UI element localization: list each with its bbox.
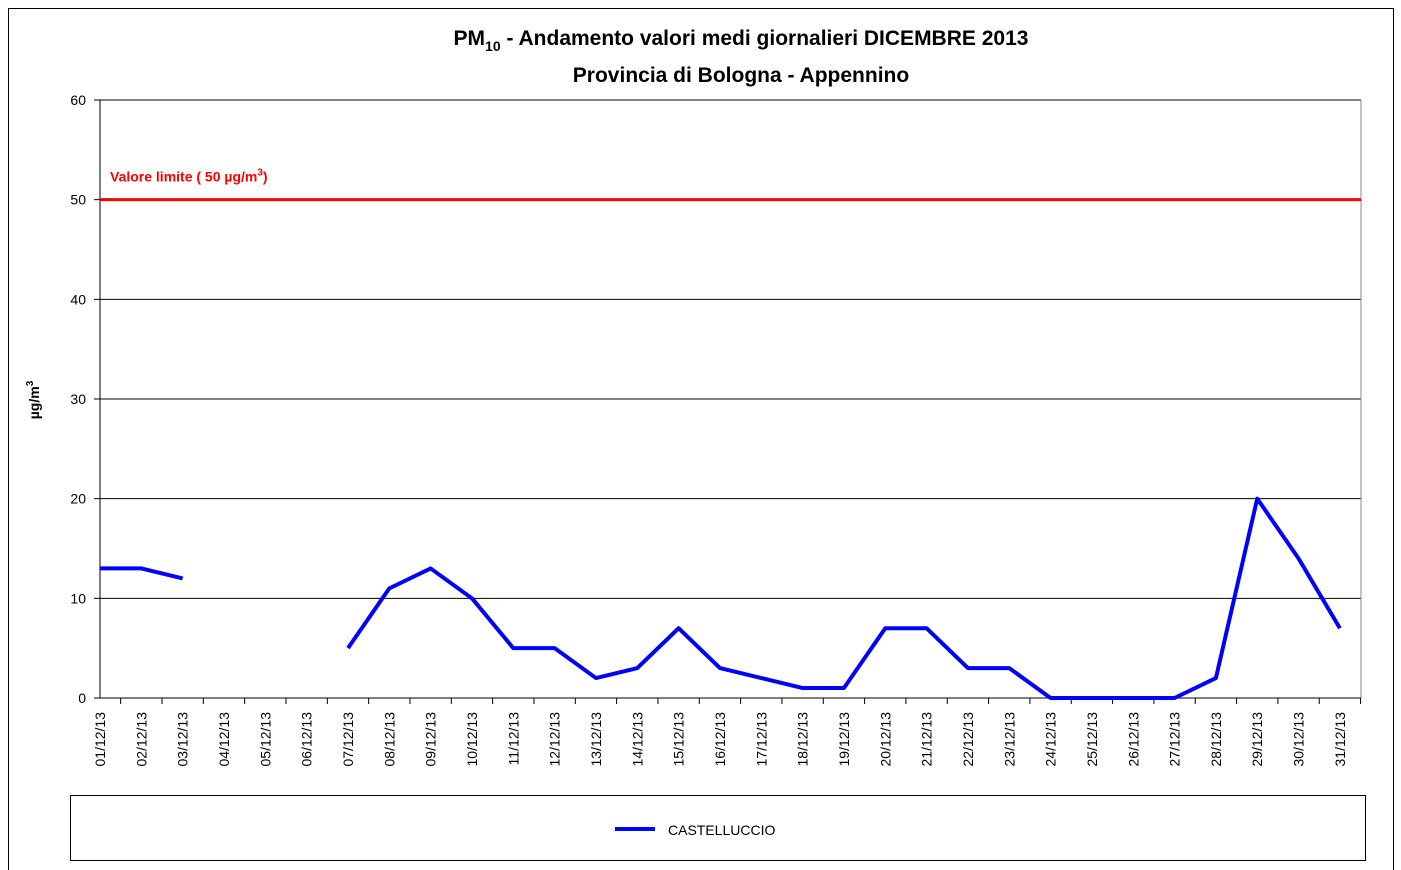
x-tick-label: 20/12/13	[877, 712, 893, 767]
x-tick-label: 07/12/13	[340, 712, 356, 767]
x-tick-label: 03/12/13	[175, 712, 191, 767]
x-tick-label: 01/12/13	[92, 712, 108, 767]
title-text: - Andamento valori medi giornalieri DICE…	[501, 27, 1029, 50]
x-tick-label: 05/12/13	[257, 712, 273, 767]
x-tick-label: 10/12/13	[464, 712, 480, 767]
data-line	[100, 496, 1342, 700]
x-tick-label: 16/12/13	[712, 712, 728, 767]
x-tick-label: 21/12/13	[919, 712, 935, 767]
chart-border	[8, 8, 1394, 870]
legend-box	[70, 795, 1366, 861]
y-tick-label: 10	[70, 590, 86, 606]
x-tick-label: 26/12/13	[1125, 712, 1141, 767]
limit-label-text: Valore limite ( 50 µg/m	[110, 169, 257, 185]
title-subscript: 10	[485, 38, 501, 54]
y-axis-label: µg/m3	[25, 380, 42, 419]
x-tick-label: 04/12/13	[216, 712, 232, 767]
x-tick-label: 23/12/13	[1001, 712, 1017, 767]
x-tick-label: 30/12/13	[1291, 712, 1307, 767]
x-tick-label: 31/12/13	[1332, 712, 1348, 767]
x-tick-label: 28/12/13	[1208, 712, 1224, 767]
x-tick-label: 11/12/13	[505, 712, 521, 766]
x-tick-label: 27/12/13	[1167, 712, 1183, 767]
y-tick-label: 50	[70, 192, 86, 208]
x-tick-label: 09/12/13	[423, 712, 439, 767]
y-tick-label: 30	[70, 391, 86, 407]
x-tick-label: 02/12/13	[133, 712, 149, 767]
y-tick-label: 60	[70, 92, 86, 108]
y-tick-label: 20	[70, 491, 86, 507]
x-tick-label: 19/12/13	[836, 712, 852, 767]
x-tick-label: 25/12/13	[1084, 712, 1100, 767]
limit-label: Valore limite ( 50 µg/m3)	[110, 168, 268, 185]
y-tick-label: 40	[70, 291, 86, 307]
x-tick-label: 15/12/13	[671, 712, 687, 767]
x-tick-label: 24/12/13	[1043, 712, 1059, 767]
y-tick-label: 0	[78, 690, 86, 706]
x-tick-label: 14/12/13	[629, 712, 645, 767]
limit-label-text: )	[263, 169, 268, 185]
title-text: PM	[454, 27, 486, 50]
x-tick-label: 12/12/13	[547, 712, 563, 767]
chart-title: PM10 - Andamento valori medi giornalieri…	[454, 27, 1029, 54]
x-tick-label: 06/12/13	[299, 712, 315, 767]
x-tick-label: 17/12/13	[753, 712, 769, 767]
x-tick-label: 08/12/13	[381, 712, 397, 767]
x-tick-label: 18/12/13	[795, 712, 811, 767]
limit-label-superscript: 3	[257, 168, 263, 179]
x-tick-label: 13/12/13	[588, 712, 604, 767]
chart-subtitle: Provincia di Bologna - Appennino	[573, 64, 909, 87]
y-label-superscript: 3	[25, 380, 36, 386]
legend-label: CASTELLUCCIO	[668, 822, 775, 838]
x-tick-label: 29/12/13	[1249, 712, 1265, 767]
x-tick-label: 22/12/13	[960, 712, 976, 767]
y-label-text: µg/m	[26, 386, 42, 419]
